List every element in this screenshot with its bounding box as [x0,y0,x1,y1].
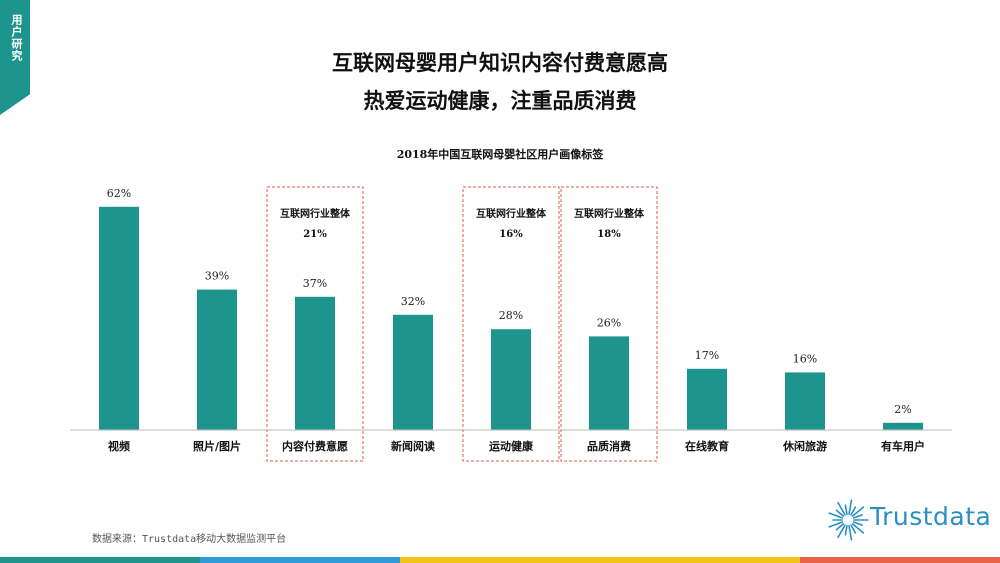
bar [687,368,727,430]
logo-ray [848,499,853,515]
industry-value: 21% [303,229,327,240]
bar [295,296,335,430]
bar [197,289,237,430]
logo-ray [852,521,863,526]
highlight-box [266,186,364,462]
logo-ray [852,514,863,519]
category-label: 内容付费意愿 [282,439,348,453]
bar [99,206,139,430]
bar [393,314,433,430]
category-label: 休闲旅游 [782,439,827,453]
data-label: 62% [107,187,131,200]
section-tab-label: 用户研究 [10,14,23,62]
bar [883,422,923,430]
logo-ray [850,524,857,534]
bar [589,336,629,430]
category-label: 品质消费 [587,439,631,453]
category-label: 照片/图片 [193,439,241,453]
data-label: 17% [695,349,719,362]
industry-label: 互联网行业整体 [476,207,547,220]
category-label: 视频 [108,439,130,453]
section-tab [0,0,30,115]
data-label: 32% [401,295,425,308]
logo-ray [851,506,865,517]
logo-ray [828,521,844,528]
logo-ray [844,504,848,515]
logo-ray [837,524,846,539]
highlight-box [462,186,560,462]
footer-bar-2 [200,557,400,563]
data-label: 16% [793,352,817,365]
logo-text: Trustdata [870,502,992,531]
industry-label: 互联网行业整体 [280,207,351,220]
industry-value: 18% [597,229,621,240]
bar [491,329,531,430]
logo-ray [850,506,857,516]
logo-ray [835,509,845,517]
footer-bar-4 [800,557,1000,563]
trustdata-logo: Trustdata [826,494,991,546]
logo-burst-icon [828,499,869,541]
page-title-line-1: 互联网母婴用户知识内容付费意愿高 [332,50,668,75]
data-label: 39% [205,270,229,283]
logo-ray [851,523,865,534]
data-label: 28% [499,309,523,322]
logo-ray [837,501,846,516]
logo-ray [828,512,844,519]
industry-value: 16% [499,229,523,240]
bar [785,372,825,430]
logo-ray [844,525,848,536]
data-label: 26% [597,316,621,329]
footer-bar-3 [400,557,800,563]
category-label: 运动健康 [489,439,534,453]
highlight-box [560,186,658,462]
chart-title: 2018年中国互联网母婴社区用户画像标签 [396,148,604,161]
category-label: 有车用户 [881,439,925,453]
data-label: 37% [303,277,327,290]
category-label: 在线教育 [685,439,729,453]
industry-label: 互联网行业整体 [574,207,645,220]
logo-ray [835,523,845,531]
logo-ray [848,525,853,541]
source-note: 数据来源：Trustdata移动大数据监测平台 [92,534,287,545]
category-label: 新闻阅读 [391,439,435,453]
data-label: 2% [894,403,911,416]
footer-bar-1 [0,557,200,563]
page-title-line-2: 热爱运动健康，注重品质消费 [363,88,637,113]
